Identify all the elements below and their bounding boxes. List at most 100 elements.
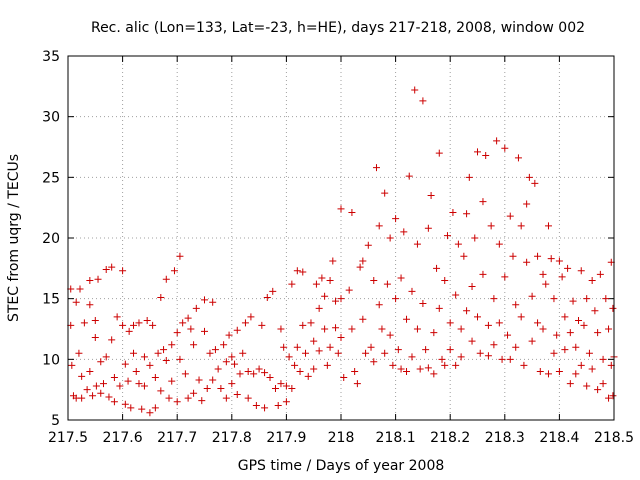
data-point — [130, 321, 138, 329]
data-point — [487, 222, 495, 230]
data-point — [110, 398, 118, 406]
x-tick-label: 218 — [328, 430, 355, 446]
data-point — [236, 370, 244, 378]
data-point — [337, 205, 345, 213]
data-point — [572, 343, 580, 351]
data-point — [310, 337, 318, 345]
data-point — [523, 200, 531, 208]
data-point — [102, 266, 110, 274]
data-point — [405, 172, 413, 180]
data-point — [99, 380, 107, 388]
data-point — [476, 349, 484, 357]
data-point — [127, 404, 135, 412]
data-point — [411, 86, 419, 94]
data-point — [564, 264, 572, 272]
data-point — [239, 349, 247, 357]
data-point — [547, 255, 555, 263]
data-point — [446, 346, 454, 354]
data-point — [332, 297, 340, 305]
data-point — [435, 304, 443, 312]
data-point — [550, 349, 558, 357]
data-point — [569, 297, 577, 305]
data-point — [105, 393, 113, 401]
data-point — [231, 360, 239, 368]
data-point — [206, 349, 214, 357]
data-point — [465, 173, 473, 181]
data-point — [561, 346, 569, 354]
data-point — [261, 404, 269, 412]
data-point — [130, 349, 138, 357]
data-point — [539, 270, 547, 278]
data-point — [222, 394, 230, 402]
data-point — [577, 361, 585, 369]
data-point — [86, 367, 94, 375]
data-point — [228, 380, 236, 388]
data-point — [381, 189, 389, 197]
data-point — [72, 298, 80, 306]
data-point — [596, 270, 604, 278]
data-point — [334, 349, 342, 357]
data-point — [315, 347, 323, 355]
x-tick-label: 217.5 — [48, 430, 88, 446]
data-point — [97, 358, 105, 366]
data-point — [190, 389, 198, 397]
data-point — [125, 327, 133, 335]
data-point — [140, 382, 148, 390]
data-point — [422, 346, 430, 354]
data-point — [599, 380, 607, 388]
data-point — [102, 353, 110, 361]
data-point — [140, 353, 148, 361]
data-point — [277, 325, 285, 333]
data-point — [416, 365, 424, 373]
data-point — [498, 355, 506, 363]
y-tick-label: 5 — [51, 413, 60, 429]
data-point — [86, 301, 94, 309]
data-point — [572, 370, 580, 378]
data-point — [353, 380, 361, 388]
y-tick-label: 25 — [42, 170, 60, 186]
data-point — [318, 274, 326, 282]
data-point — [441, 361, 449, 369]
data-point — [198, 397, 206, 405]
data-point — [364, 241, 372, 249]
data-point — [209, 298, 217, 306]
data-point — [438, 355, 446, 363]
data-point — [605, 325, 613, 333]
data-point — [89, 392, 97, 400]
data-point — [220, 341, 228, 349]
data-point — [555, 257, 563, 265]
data-point — [539, 325, 547, 333]
data-point — [490, 341, 498, 349]
data-point — [190, 341, 198, 349]
data-point — [474, 313, 481, 321]
data-point — [288, 280, 296, 288]
data-point — [176, 355, 184, 363]
data-point — [184, 314, 192, 322]
data-point — [419, 97, 427, 105]
data-point — [506, 212, 514, 220]
data-point — [580, 321, 588, 329]
data-point — [277, 380, 285, 388]
data-point — [594, 386, 602, 394]
data-point — [78, 372, 86, 380]
data-point — [514, 154, 522, 162]
data-point — [337, 333, 345, 341]
data-point — [321, 292, 329, 300]
data-point — [588, 365, 596, 373]
data-point — [392, 295, 400, 303]
data-point — [250, 370, 258, 378]
data-point — [468, 337, 476, 345]
data-point — [512, 343, 520, 351]
data-point — [119, 321, 127, 329]
data-point — [566, 380, 574, 388]
data-point — [583, 382, 591, 390]
data-point — [397, 365, 405, 373]
data-point — [165, 394, 173, 402]
x-tick-label: 217.6 — [103, 430, 143, 446]
axis-ticks: 217.5 217.6 217.7 217.8 217.9 218 218.1 218.2 21… — [42, 49, 634, 446]
data-point — [209, 376, 217, 384]
data-point — [367, 343, 375, 351]
data-point — [293, 267, 301, 275]
data-point — [80, 319, 88, 327]
